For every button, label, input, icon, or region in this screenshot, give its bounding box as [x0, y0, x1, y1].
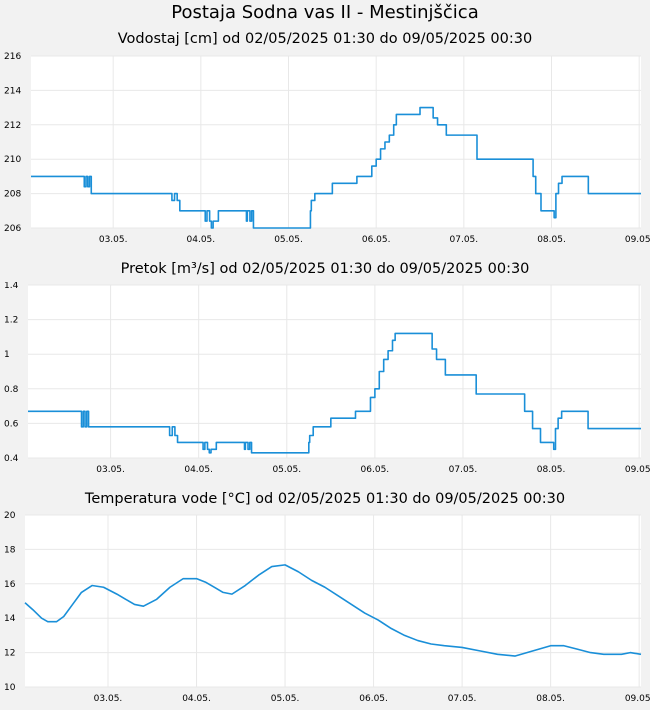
- y-tick-label: 10: [4, 683, 16, 693]
- y-tick-label: 12: [4, 649, 15, 659]
- y-tick-label: 210: [4, 155, 21, 165]
- plot-area: [25, 515, 641, 687]
- x-tick-label: 06.05.: [359, 694, 388, 704]
- chart-water-temperature: 10 12 14 16 18 20 03.05. 04.05. 05.05. 06.05. 07.0…: [4, 511, 650, 704]
- y-tick-label: 212: [4, 121, 21, 131]
- x-tick-label: 03.05.: [99, 235, 128, 245]
- x-tick-label: 03.05.: [94, 694, 123, 704]
- series-line-water-level: [31, 106, 641, 229]
- x-tick-label: 05.05.: [272, 465, 301, 475]
- x-tick-label: 07.05.: [450, 235, 479, 245]
- y-tick-label: 20: [4, 511, 16, 521]
- y-tick-label: 216: [4, 52, 21, 62]
- plot-area: [28, 285, 641, 458]
- chart-title-water-temperature: Temperatura vode [°C] od 02/05/2025 01:3…: [84, 491, 566, 507]
- x-tick-label: 06.05.: [361, 465, 390, 475]
- x-tick-label: 09.05.: [625, 465, 650, 475]
- x-tick-label: 04.05.: [184, 465, 213, 475]
- x-tick-label: 09.05.: [625, 235, 650, 245]
- x-tick-label: 06.05.: [362, 235, 391, 245]
- x-tick-label: 04.05.: [187, 235, 216, 245]
- y-tick-label: 14: [4, 614, 16, 624]
- x-tick-label: 07.05.: [448, 694, 477, 704]
- y-tick-label: 1.2: [4, 316, 18, 326]
- y-tick-label: 18: [4, 545, 16, 555]
- page-title: Postaja Sodna vas II - Mestinjščica: [171, 2, 479, 23]
- x-tick-label: 08.05.: [537, 235, 566, 245]
- x-tick-label: 09.05.: [625, 694, 650, 704]
- x-tick-label: 07.05.: [449, 465, 478, 475]
- series-line-discharge: [28, 332, 641, 454]
- y-tick-label: 1.4: [4, 282, 19, 291]
- x-tick-label: 08.05.: [537, 465, 566, 475]
- x-tick-label: 08.05.: [536, 694, 565, 704]
- y-tick-label: 214: [4, 86, 21, 96]
- x-tick-label: 03.05.: [96, 465, 125, 475]
- y-tick-label: 206: [4, 224, 21, 234]
- series-line-water-temperature: [24, 564, 642, 657]
- y-tick-label: 1: [4, 350, 10, 360]
- x-tick-label: 04.05.: [182, 694, 211, 704]
- y-tick-label: 0.8: [4, 385, 19, 395]
- y-tick-label: 0.6: [4, 419, 19, 429]
- chart-title-water-level: Vodostaj [cm] od 02/05/2025 01:30 do 09/…: [117, 31, 533, 47]
- plot-area: [31, 56, 641, 228]
- chart-water-level: 206 208 210 212 214 216 03.05. 04.05. 05.05. 06.0…: [4, 52, 650, 245]
- chart-discharge: 0.4 0.6 0.8 1 1.2 1.4 03.05. 04.05. 05.05. 06.05.…: [4, 282, 650, 475]
- y-tick-label: 0.4: [4, 454, 19, 464]
- y-tick-label: 16: [4, 580, 16, 590]
- chart-title-discharge: Pretok [m³/s] od 02/05/2025 01:30 do 09/…: [120, 261, 530, 277]
- x-tick-label: 05.05.: [274, 235, 303, 245]
- x-tick-label: 05.05.: [271, 694, 300, 704]
- y-tick-label: 208: [4, 190, 21, 200]
